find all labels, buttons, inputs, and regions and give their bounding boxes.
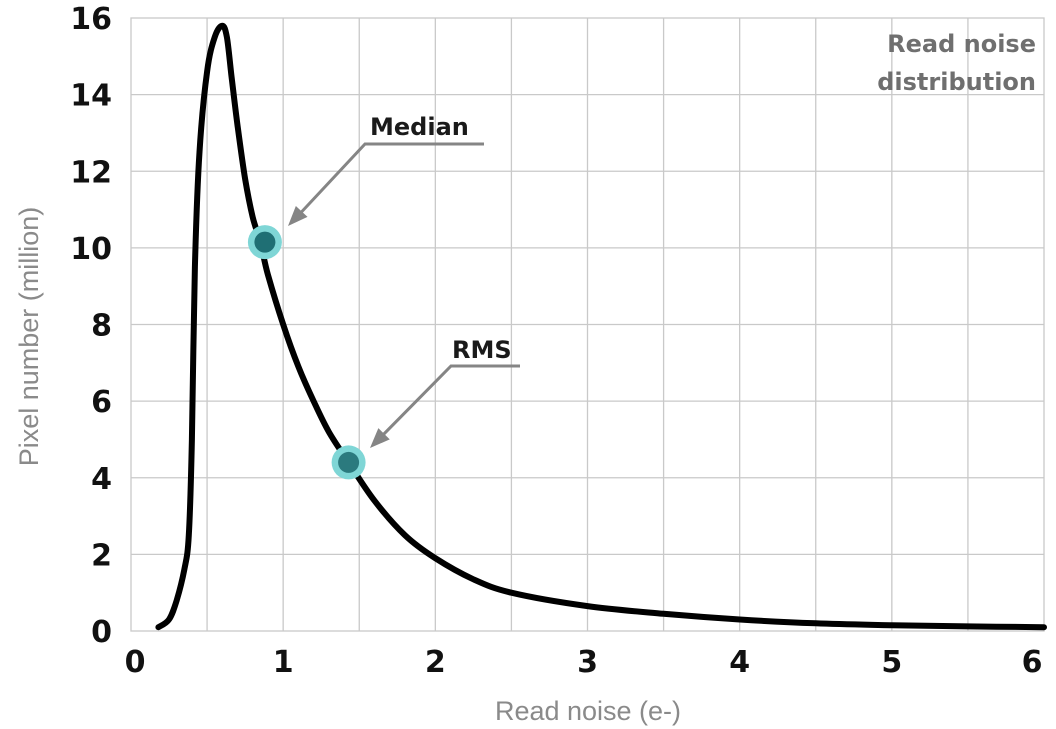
rms-arrowhead-icon: [370, 428, 390, 448]
y-tick-label: 6: [91, 385, 112, 420]
x-tick-label: 2: [425, 645, 446, 680]
x-tick-label: 3: [577, 645, 598, 680]
rms-leader-line: [374, 364, 520, 444]
y-tick-label: 0: [91, 615, 112, 650]
rms-label: RMS: [452, 336, 512, 364]
distribution-curve: [155, 22, 1047, 631]
median-marker: [254, 231, 276, 253]
y-tick-label: 10: [70, 232, 112, 267]
x-tick-label: 0: [125, 645, 146, 680]
y-tick-label: 14: [70, 79, 112, 114]
chart-title-line-2: distribution: [877, 68, 1036, 96]
x-tick-label: 5: [881, 645, 902, 680]
y-axis-label: Pixel number (million): [14, 207, 44, 467]
chart-title-line-1: Read noise: [887, 30, 1036, 58]
x-tick-label: 1: [273, 645, 294, 680]
median-label: Median: [370, 113, 469, 141]
rms-marker: [338, 451, 360, 473]
x-axis-label: Read noise (e-): [495, 696, 681, 726]
x-tick-label: 4: [729, 645, 750, 680]
y-tick-label: 12: [70, 155, 112, 190]
y-tick-label: 2: [91, 538, 112, 573]
x-tick-label: 6: [1022, 645, 1043, 680]
y-tick-label: 4: [91, 462, 112, 497]
median-leader-line: [292, 142, 484, 222]
median-arrowhead-icon: [288, 205, 308, 226]
y-tick-label: 16: [70, 2, 112, 37]
y-tick-label: 8: [91, 309, 112, 344]
annotations: Median RMS: [247, 113, 520, 480]
plot-frame: [130, 17, 1045, 632]
grid-lines: [131, 18, 1044, 631]
